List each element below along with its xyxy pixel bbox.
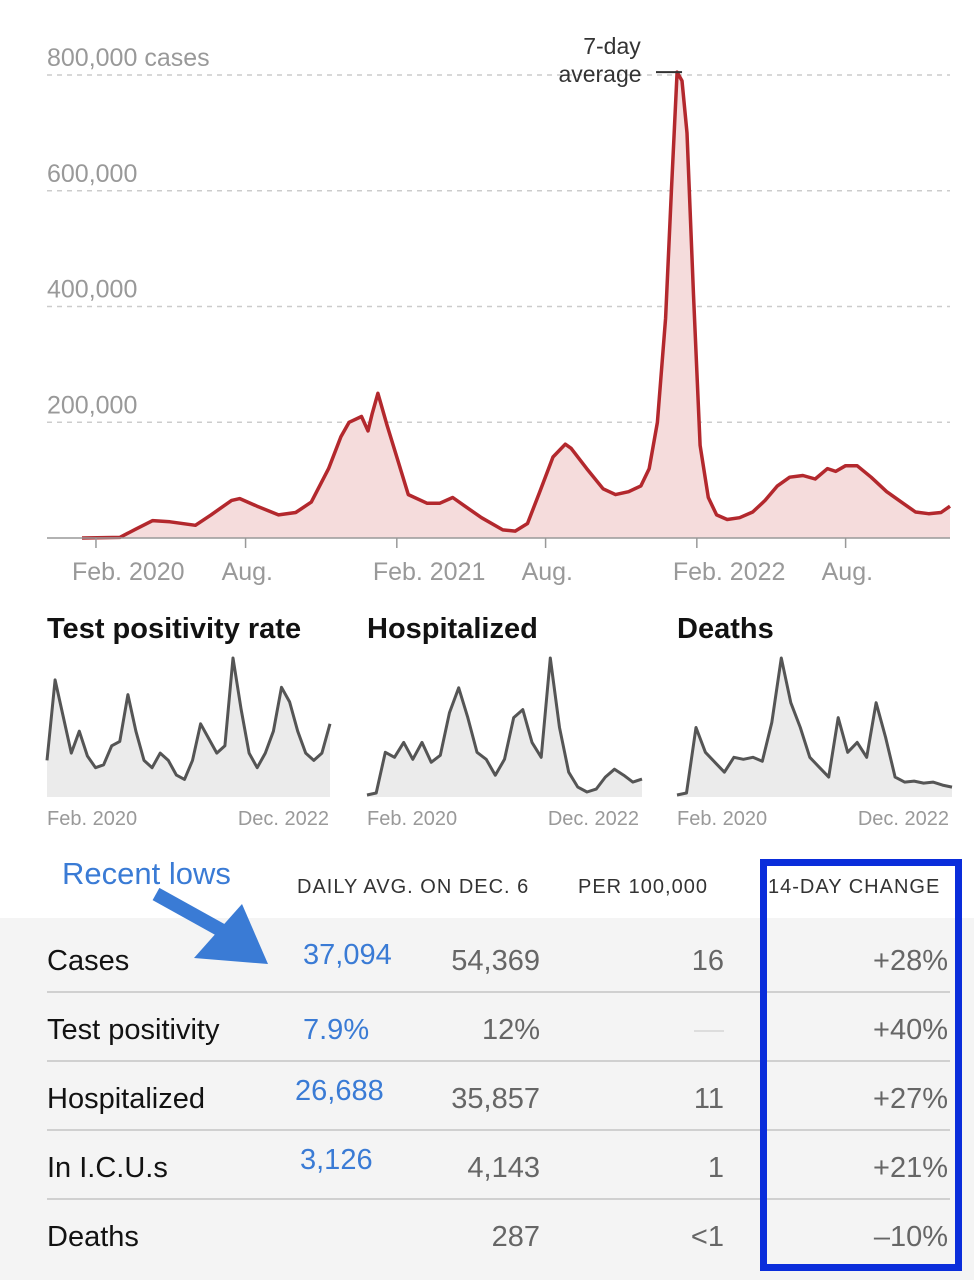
mini-line <box>676 656 953 797</box>
column-header-daily-avg: DAILY AVG. ON DEC. 6 <box>297 876 530 898</box>
mini-x-start: Feb. 2020 <box>367 808 457 830</box>
x-tick-label: Aug. <box>522 558 573 586</box>
column-header-per-100k: PER 100,000 <box>578 876 708 898</box>
mini-x-end: Dec. 2022 <box>238 808 329 830</box>
per-100k-value: 11 <box>693 1083 724 1115</box>
per-100k-value: 16 <box>691 945 724 977</box>
cases-chart: Feb. 2020 Aug. Feb. 2021 Aug. Feb. 2022 Aug. … <box>47 33 952 586</box>
seven-day-average-annotation: 7-day average <box>558 33 683 87</box>
mini-x-end: Dec. 2022 <box>548 808 639 830</box>
table-row-deaths: Deaths 287 <1 –10% <box>47 1199 950 1267</box>
daily-avg-value: 12% <box>481 1014 540 1046</box>
x-tick-label: Aug. <box>222 558 273 586</box>
no-value-dash <box>694 1030 724 1033</box>
row-label: Test positivity <box>47 1014 220 1046</box>
recent-low-value: 3,126 <box>300 1144 373 1176</box>
recent-lows-annotation: Recent lows <box>62 856 231 891</box>
daily-avg-value: 54,369 <box>451 945 540 977</box>
mini-x-start: Feb. 2020 <box>47 808 137 830</box>
mini-x-end: Dec. 2022 <box>858 808 949 830</box>
change-value: +28% <box>873 945 948 977</box>
deaths-chart: Feb. 2020 Dec. 2022 <box>676 656 953 830</box>
y-tick-label: 800,000 cases <box>47 44 210 72</box>
x-tick-label: Aug. <box>822 558 873 586</box>
change-value: –10% <box>873 1221 948 1253</box>
daily-avg-value: 35,857 <box>451 1083 540 1115</box>
change-value: +21% <box>873 1152 948 1184</box>
change-column-highlight <box>760 859 962 1271</box>
row-label: Deaths <box>47 1221 139 1253</box>
per-100k-value <box>694 1014 724 1047</box>
daily-avg-value: 287 <box>491 1221 540 1253</box>
annotation-line-2: average <box>558 61 641 87</box>
row-label: In I.C.U.s <box>47 1152 168 1184</box>
hospitalized-title: Hospitalized <box>367 613 538 645</box>
column-header-14-day-change: 14-DAY CHANGE <box>768 876 941 898</box>
table-row-hospitalized: 26,688 Hospitalized 35,857 11 +27% <box>47 1061 950 1131</box>
deaths-title: Deaths <box>677 613 774 645</box>
table-background <box>0 918 974 1280</box>
test-positivity-chart: Feb. 2020 Dec. 2022 <box>45 656 332 830</box>
change-value: +27% <box>873 1083 948 1115</box>
hospitalized-chart: Feb. 2020 Dec. 2022 <box>366 656 643 830</box>
per-100k-value: 1 <box>707 1152 724 1184</box>
cases-line <box>81 70 952 540</box>
y-axis-ticks: 800,000 cases 600,000 400,000 200,000 <box>47 44 210 419</box>
cases-area <box>82 72 950 538</box>
x-axis-ticks: Feb. 2020 Aug. Feb. 2021 Aug. Feb. 2022 Aug. <box>72 538 873 586</box>
y-tick-label: 200,000 <box>47 391 137 419</box>
table-row-test-positivity: Test positivity 7.9% 12% +40% <box>47 992 950 1062</box>
annotation-line-1: 7-day <box>583 33 641 59</box>
recent-low-value: 7.9% <box>303 1014 370 1046</box>
x-tick-label: Feb. 2021 <box>373 558 486 586</box>
x-tick-label: Feb. 2022 <box>673 558 786 586</box>
mini-line <box>366 656 643 797</box>
table-row-icu: In I.C.U.s 3,126 4,143 1 +21% <box>47 1130 950 1200</box>
arrow-icon <box>152 888 268 964</box>
daily-avg-value: 4,143 <box>467 1152 540 1184</box>
row-label: Cases <box>47 945 130 977</box>
mini-area <box>677 658 952 797</box>
change-value: +40% <box>873 1014 948 1046</box>
mini-area <box>367 658 642 797</box>
row-label: Hospitalized <box>47 1083 205 1115</box>
y-tick-label: 400,000 <box>47 276 137 304</box>
gridlines <box>47 74 950 423</box>
recent-low-value: 26,688 <box>295 1075 384 1107</box>
recent-low-value: 37,094 <box>303 939 392 971</box>
test-positivity-title: Test positivity rate <box>47 613 302 645</box>
mini-line <box>45 656 332 781</box>
per-100k-value: <1 <box>690 1221 724 1253</box>
x-tick-label: Feb. 2020 <box>72 558 185 586</box>
table-row-cases: Cases 37,094 54,369 16 +28% <box>47 923 950 993</box>
mini-area <box>47 658 330 797</box>
mini-x-start: Feb. 2020 <box>677 808 767 830</box>
y-tick-label: 600,000 <box>47 160 137 188</box>
